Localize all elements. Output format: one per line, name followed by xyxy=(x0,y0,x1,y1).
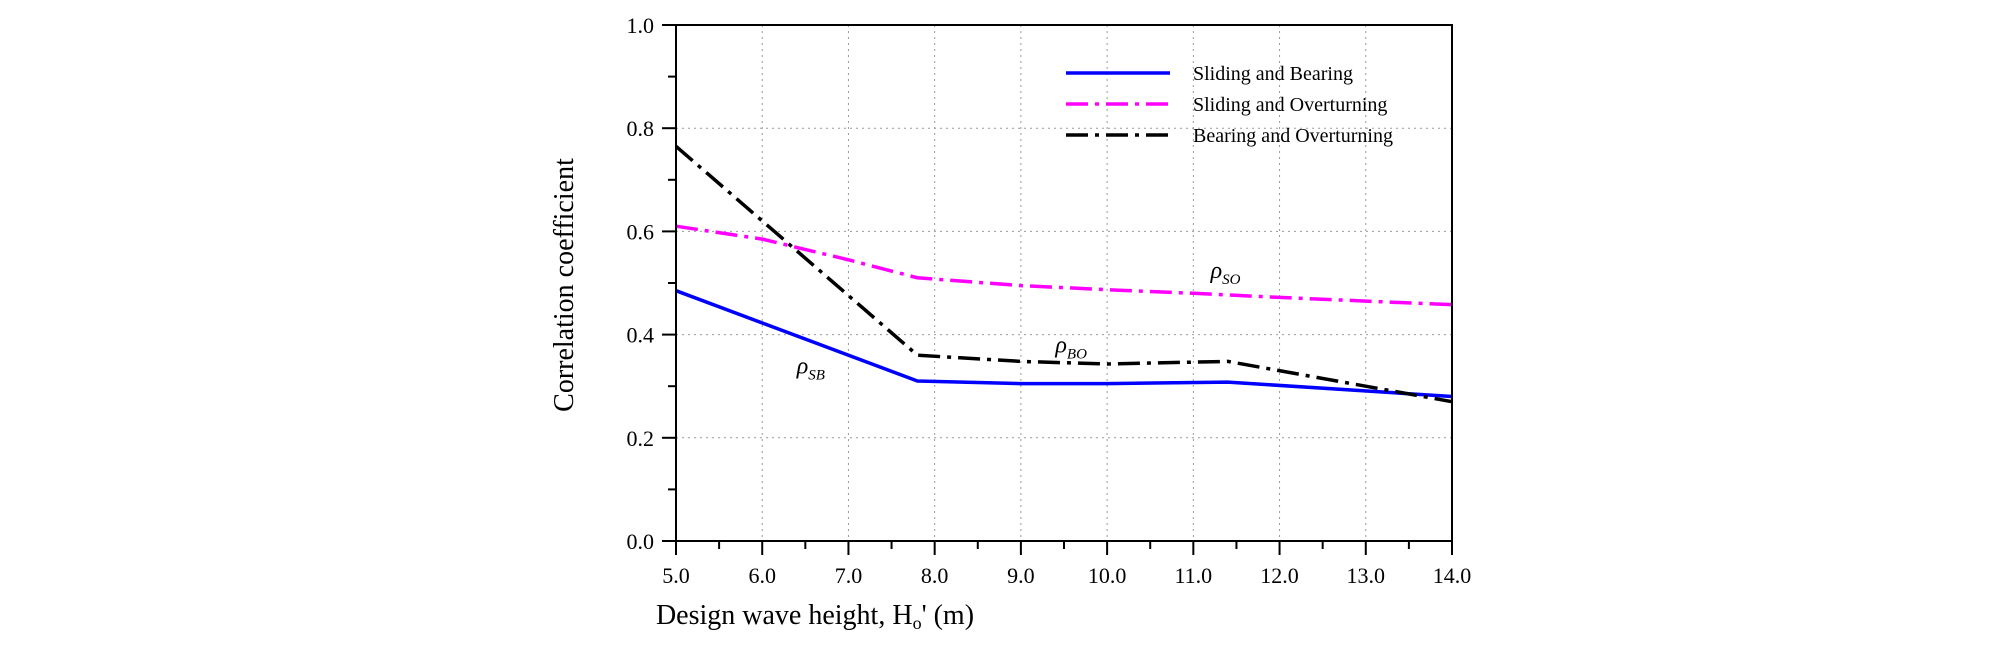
x-tick-label: 13.0 xyxy=(1347,563,1386,588)
legend-label-0: Sliding and Bearing xyxy=(1193,63,1353,85)
series-line-0 xyxy=(675,289,1453,399)
x-axis-title: Design wave height, Ho' (m) xyxy=(656,600,974,633)
tick-labels: 5.0 6.0 7.0 8.0 9.0 10.0 11.0 12.0 13.0 14.0 0.0 0.… xyxy=(627,13,1472,588)
x-tick-label: 9.0 xyxy=(1007,563,1035,588)
y-axis-title: Correlation coefficient xyxy=(549,158,580,412)
y-tick-label: 0.4 xyxy=(627,323,655,348)
x-tick-label: 6.0 xyxy=(748,563,776,588)
y-tick-label: 0.2 xyxy=(627,426,655,451)
x-tick-label: 11.0 xyxy=(1174,563,1212,588)
series-lines xyxy=(674,144,1453,404)
legend-label-2: Bearing and Overturning xyxy=(1193,125,1393,147)
legend: Sliding and Bearing Sliding and Overturni… xyxy=(1066,63,1393,147)
y-tick-label: 0.0 xyxy=(627,529,655,554)
rho-annotation-2: ρSB xyxy=(796,353,825,383)
grid-lines xyxy=(676,25,1452,541)
series-line-2 xyxy=(674,144,1453,404)
y-tick-label: 0.8 xyxy=(627,116,655,141)
y-tick-label: 0.6 xyxy=(627,219,655,244)
series-line-1 xyxy=(675,224,1453,307)
x-tick-label: 8.0 xyxy=(921,563,949,588)
rho-annotation-1: ρBO xyxy=(1054,333,1087,363)
x-tick-label: 12.0 xyxy=(1260,563,1299,588)
axis-ticks xyxy=(662,24,1453,555)
legend-label-1: Sliding and Overturning xyxy=(1193,94,1387,116)
x-tick-label: 14.0 xyxy=(1433,563,1472,588)
x-tick-label: 5.0 xyxy=(662,563,690,588)
y-tick-label: 1.0 xyxy=(627,13,655,38)
x-tick-label: 10.0 xyxy=(1088,563,1127,588)
rho-annotation-0: ρSO xyxy=(1210,258,1241,288)
x-tick-label: 7.0 xyxy=(835,563,863,588)
annotations: ρSO ρBO ρSB xyxy=(796,258,1241,383)
